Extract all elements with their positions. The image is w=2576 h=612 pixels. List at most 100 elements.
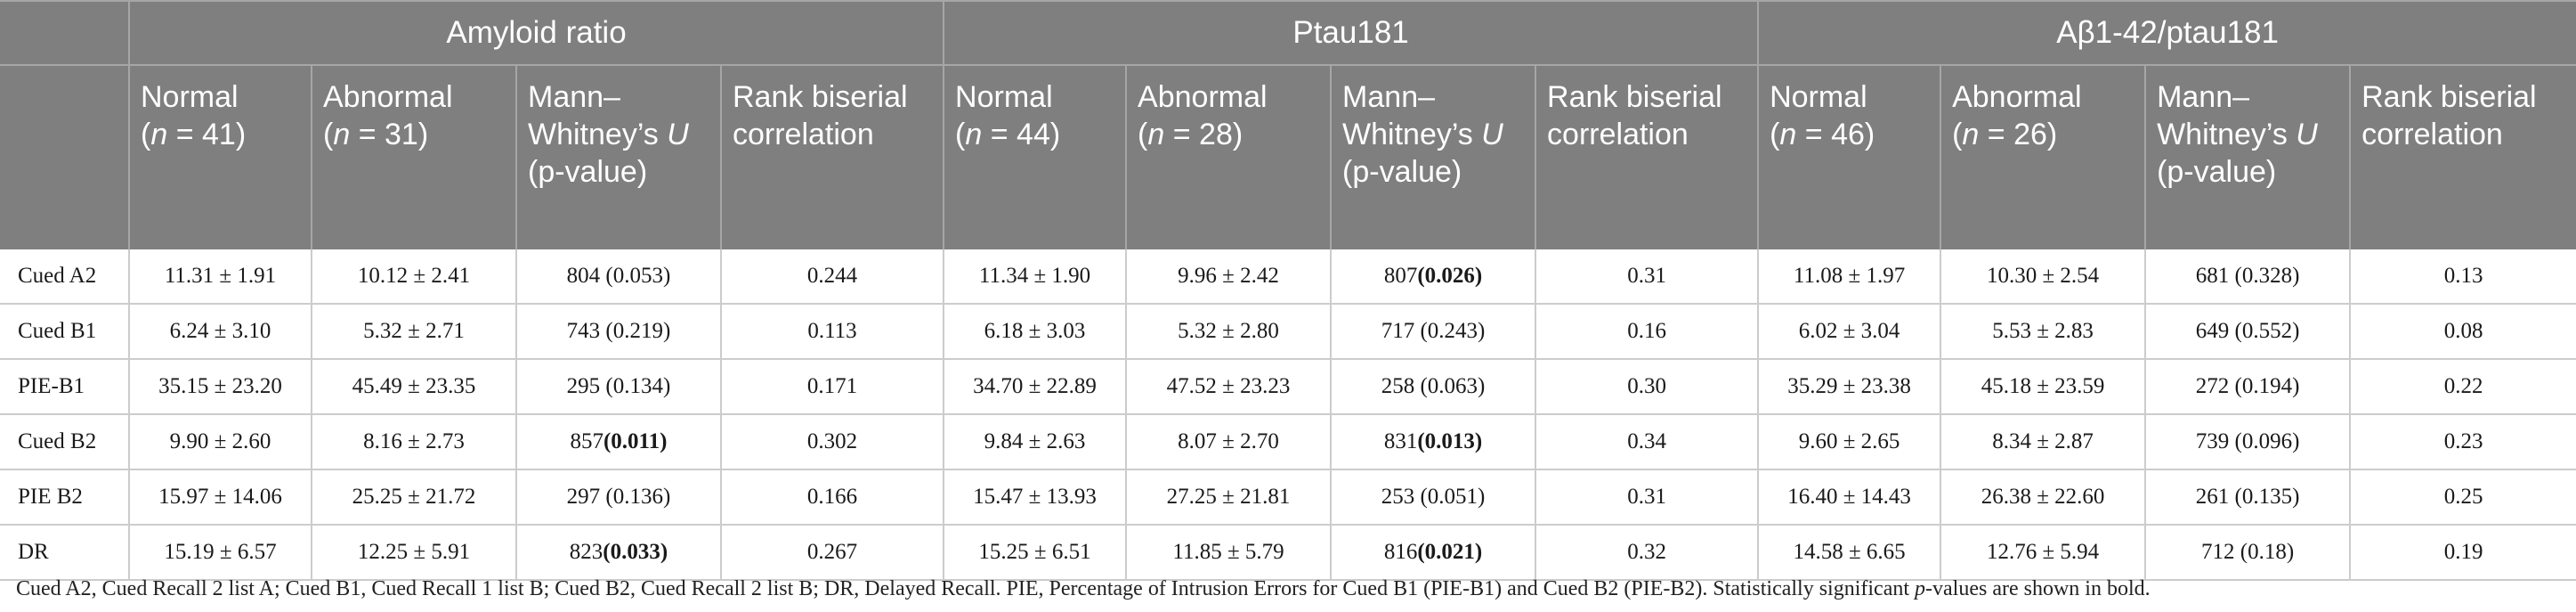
mann-whitney-cell: 717 (0.243) — [1330, 304, 1536, 360]
value-cell: 8.16 ± 2.73 — [311, 414, 516, 470]
mann-whitney-cell: 804 (0.053) — [515, 249, 721, 305]
mann-whitney-cell: 743 (0.219) — [515, 304, 721, 360]
group-header-amyloid: Amyloid ratio — [127, 0, 944, 65]
table-row: Cued B2 9.90 ± 2.60 8.16 ± 2.73 857(0.011) 0… — [0, 414, 2576, 470]
column-header: Rank biserial correlation — [719, 64, 944, 249]
mann-whitney-cell: 739 (0.096) — [2144, 414, 2351, 470]
mann-whitney-cell: 649 (0.552) — [2144, 304, 2351, 360]
value-cell: 11.85 ± 5.79 — [1125, 525, 1332, 581]
mann-whitney-cell: 816(0.021) — [1330, 525, 1536, 581]
mann-whitney-cell: 261 (0.135) — [2144, 469, 2351, 526]
value-cell: 0.34 — [1535, 414, 1759, 470]
table-row: PIE B2 15.97 ± 14.06 25.25 ± 21.72 297 (0.1… — [0, 469, 2576, 526]
mann-whitney-cell: 831(0.013) — [1330, 414, 1536, 470]
value-cell: 0.113 — [719, 304, 944, 360]
row-label: Cued B2 — [0, 414, 129, 470]
value-cell: 8.34 ± 2.87 — [1940, 414, 2146, 470]
table-row: Cued B1 6.24 ± 3.10 5.32 ± 2.71 743 (0.219)… — [0, 304, 2576, 360]
value-cell: 15.47 ± 13.93 — [943, 469, 1127, 526]
column-header: Normal (n = 41) — [128, 64, 312, 249]
value-cell: 0.166 — [719, 469, 944, 526]
value-cell: 9.96 ± 2.42 — [1125, 249, 1332, 305]
value-cell: 11.31 ± 1.91 — [128, 249, 312, 305]
value-cell: 11.08 ± 1.97 — [1757, 249, 1941, 305]
mann-whitney-cell: 253 (0.051) — [1330, 469, 1536, 526]
value-cell: 0.19 — [2349, 525, 2576, 581]
value-cell: 9.60 ± 2.65 — [1757, 414, 1941, 470]
group-header-ptau181: Ptau181 — [943, 0, 1759, 65]
value-cell: 35.29 ± 23.38 — [1757, 359, 1941, 415]
value-cell: 0.25 — [2349, 469, 2576, 526]
corner-cell-lower — [0, 64, 129, 249]
row-label: Cued A2 — [0, 249, 129, 305]
mann-whitney-cell: 258 (0.063) — [1330, 359, 1536, 415]
row-label: PIE-B1 — [0, 359, 129, 415]
value-cell: 27.25 ± 21.81 — [1125, 469, 1332, 526]
column-header: Abnormal (n = 26) — [1940, 64, 2146, 249]
column-header: Normal (n = 46) — [1757, 64, 1941, 249]
table-row: PIE-B1 35.15 ± 23.20 45.49 ± 23.35 295 (0.1… — [0, 359, 2576, 415]
table-row: Cued A2 11.31 ± 1.91 10.12 ± 2.41 804 (0.05… — [0, 249, 2576, 305]
value-cell: 0.302 — [719, 414, 944, 470]
value-cell: 12.25 ± 5.91 — [311, 525, 516, 581]
row-label: Cued B1 — [0, 304, 129, 360]
value-cell: 0.31 — [1535, 249, 1759, 305]
table-footnote: Cued A2, Cued Recall 2 list A; Cued B1, … — [16, 577, 2151, 601]
footnote-main: Cued A2, Cued Recall 2 list A; Cued B1, … — [16, 577, 1916, 600]
corner-cell — [0, 0, 129, 65]
value-cell: 5.32 ± 2.80 — [1125, 304, 1332, 360]
value-cell: 45.18 ± 23.59 — [1940, 359, 2146, 415]
value-cell: 0.30 — [1535, 359, 1759, 415]
value-cell: 16.40 ± 14.43 — [1757, 469, 1941, 526]
value-cell: 9.90 ± 2.60 — [128, 414, 312, 470]
value-cell: 0.08 — [2349, 304, 2576, 360]
value-cell: 47.52 ± 23.23 — [1125, 359, 1332, 415]
group-header-abeta-ptau: Aβ1-42/ptau181 — [1757, 0, 2576, 65]
mann-whitney-cell: 823(0.033) — [515, 525, 721, 581]
column-header: Mann–Whitney’s U (p-value) — [515, 64, 721, 249]
value-cell: 15.25 ± 6.51 — [943, 525, 1127, 581]
value-cell: 15.19 ± 6.57 — [128, 525, 312, 581]
value-cell: 10.30 ± 2.54 — [1940, 249, 2146, 305]
value-cell: 0.267 — [719, 525, 944, 581]
value-cell: 45.49 ± 23.35 — [311, 359, 516, 415]
table-body: Cued A2 11.31 ± 1.91 10.12 ± 2.41 804 (0.05… — [0, 249, 2576, 581]
value-cell: 0.22 — [2349, 359, 2576, 415]
mann-whitney-cell: 295 (0.134) — [515, 359, 721, 415]
mann-whitney-cell: 272 (0.194) — [2144, 359, 2351, 415]
table-header: Amyloid ratio Ptau181 Aβ1-42/ptau181 Nor… — [0, 0, 2576, 249]
mann-whitney-cell: 807(0.026) — [1330, 249, 1536, 305]
value-cell: 11.34 ± 1.90 — [943, 249, 1127, 305]
value-cell: 6.24 ± 3.10 — [128, 304, 312, 360]
value-cell: 34.70 ± 22.89 — [943, 359, 1127, 415]
value-cell: 0.13 — [2349, 249, 2576, 305]
row-label: DR — [0, 525, 129, 581]
value-cell: 6.18 ± 3.03 — [943, 304, 1127, 360]
value-cell: 8.07 ± 2.70 — [1125, 414, 1332, 470]
column-header: Rank biserial correlation — [2349, 64, 2576, 249]
value-cell: 26.38 ± 22.60 — [1940, 469, 2146, 526]
footnote-p-italic: p — [1915, 577, 1926, 600]
value-cell: 6.02 ± 3.04 — [1757, 304, 1941, 360]
value-cell: 12.76 ± 5.94 — [1940, 525, 2146, 581]
value-cell: 0.23 — [2349, 414, 2576, 470]
value-cell: 0.171 — [719, 359, 944, 415]
value-cell: 0.32 — [1535, 525, 1759, 581]
table-row: DR 15.19 ± 6.57 12.25 ± 5.91 823(0.033) 0.26… — [0, 525, 2576, 581]
value-cell: 0.31 — [1535, 469, 1759, 526]
mann-whitney-cell: 297 (0.136) — [515, 469, 721, 526]
value-cell: 25.25 ± 21.72 — [311, 469, 516, 526]
value-cell: 9.84 ± 2.63 — [943, 414, 1127, 470]
value-cell: 35.15 ± 23.20 — [128, 359, 312, 415]
column-header: Mann–Whitney’s U (p-value) — [2144, 64, 2351, 249]
mann-whitney-cell: 712 (0.18) — [2144, 525, 2351, 581]
value-cell: 14.58 ± 6.65 — [1757, 525, 1941, 581]
column-header: Abnormal (n = 31) — [311, 64, 516, 249]
row-label: PIE B2 — [0, 469, 129, 526]
footnote-end: -values are shown in bold. — [1925, 577, 2151, 600]
value-cell: 15.97 ± 14.06 — [128, 469, 312, 526]
group-header-row: Amyloid ratio Ptau181 Aβ1-42/ptau181 — [0, 0, 2576, 65]
column-header: Rank biserial correlation — [1535, 64, 1759, 249]
column-header: Mann–Whitney’s U (p-value) — [1330, 64, 1536, 249]
column-header: Abnormal (n = 28) — [1125, 64, 1332, 249]
